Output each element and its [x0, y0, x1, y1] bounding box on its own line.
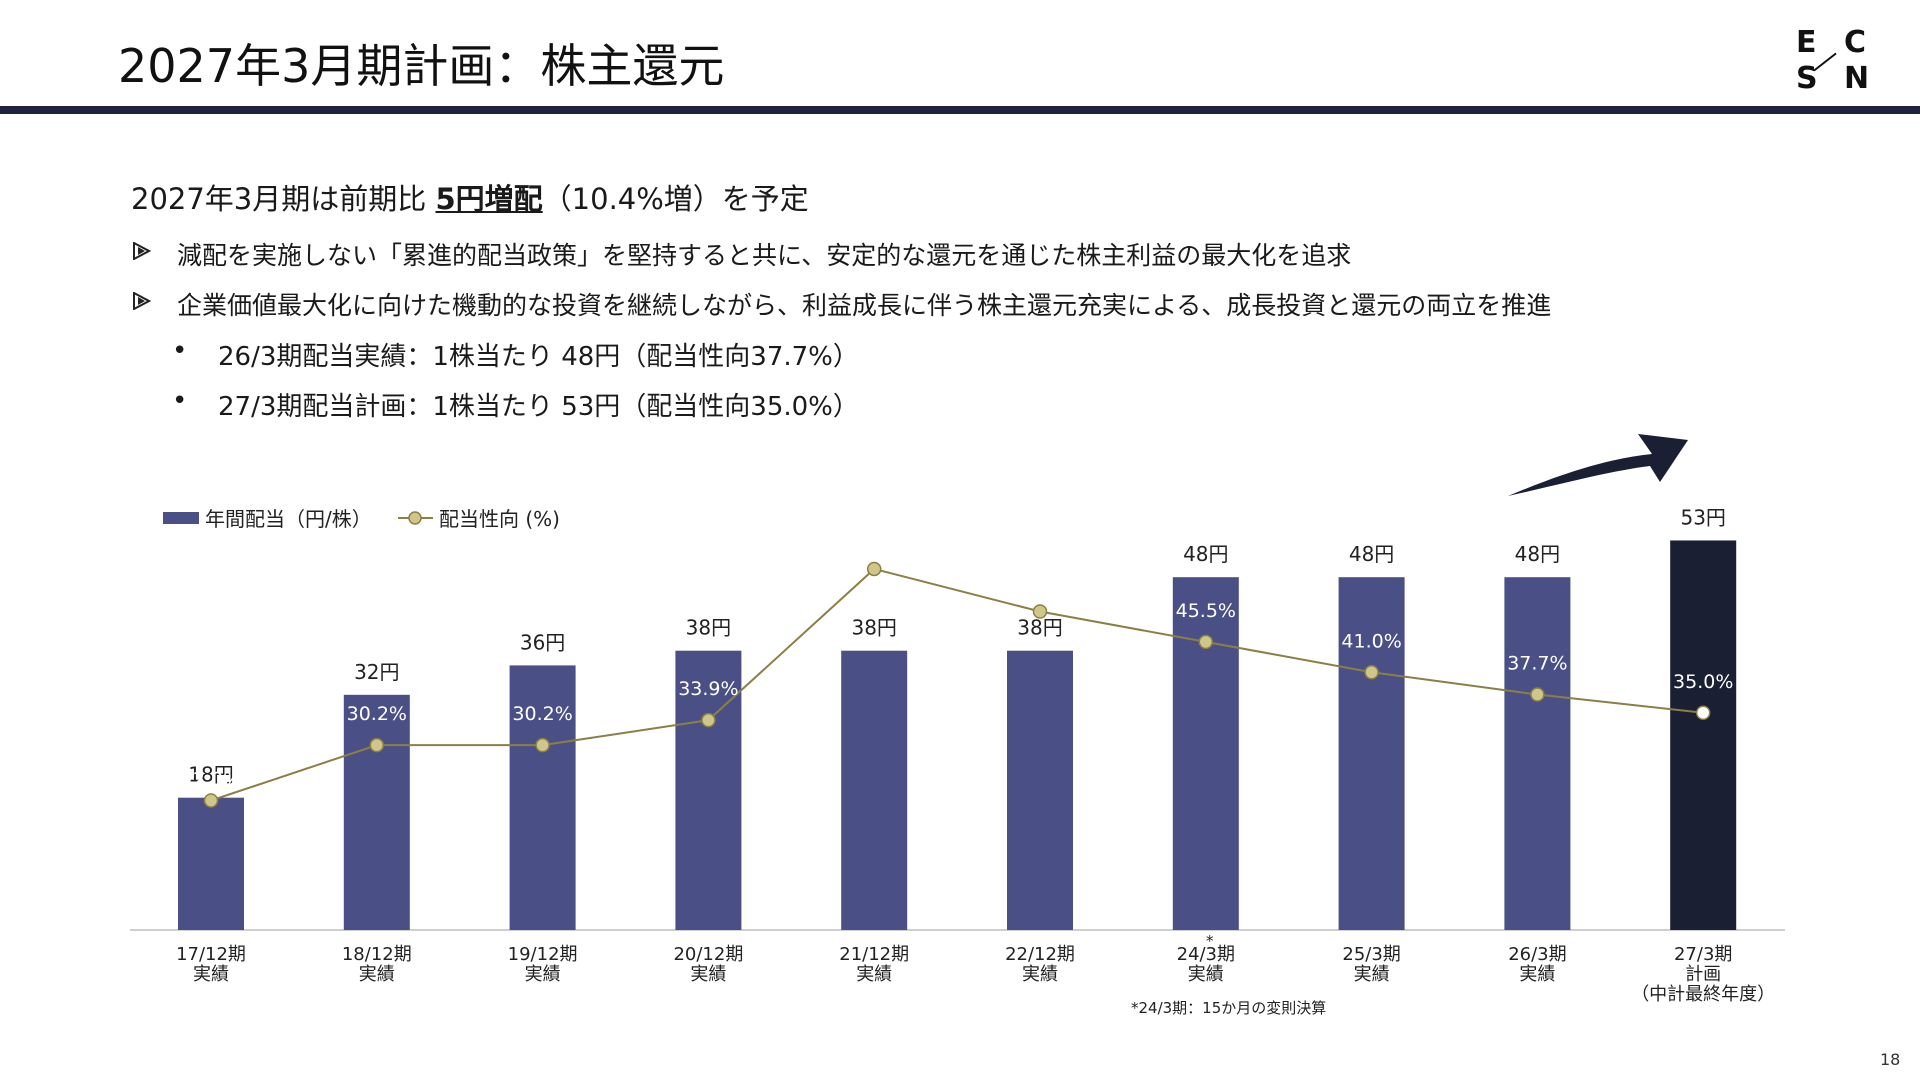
category-label: 実績	[525, 964, 561, 985]
category-label: 実績	[1519, 964, 1555, 985]
line-value-label: 33.9%	[678, 678, 738, 700]
line-point	[203, 793, 219, 808]
category-label: 26/3期	[1508, 944, 1566, 965]
category-label: 17/12期	[176, 944, 246, 965]
page-number: 18	[1880, 1050, 1901, 1069]
bar-value-label: 18円	[188, 763, 233, 787]
line-value-label: 56.3%	[844, 527, 904, 549]
bar-value-label: 48円	[1349, 542, 1394, 566]
line-point	[369, 737, 385, 753]
category-label: 実績	[1022, 964, 1058, 985]
logo-letter-n: N	[1844, 61, 1870, 96]
bar-value-label: 38円	[851, 616, 896, 640]
sub-bullet-text: 26/3期配当実績：1株当たり 48円（配当性向37.7%）	[218, 342, 859, 372]
legend-line-marker	[408, 511, 422, 525]
line-value-label: 22.0%	[181, 769, 241, 791]
summary-headline: 2027年3月期は前期比 5円増配（10.4%増）を予定	[131, 176, 809, 218]
line-point	[1695, 705, 1711, 720]
bullet-text: 企業価値最大化に向けた機動的な投資を継続しながら、利益成長に伴う株主還元充実によ…	[177, 291, 1552, 320]
bar	[1338, 577, 1405, 930]
bar	[1504, 577, 1571, 930]
line-value-label: 41.0%	[1341, 630, 1401, 652]
bar-value-label: 38円	[686, 616, 731, 640]
category-label: 20/12期	[673, 944, 743, 965]
bar	[178, 797, 244, 930]
line-value-label: 30.2%	[512, 703, 572, 725]
line-point	[535, 737, 550, 753]
category-label: （中計最終年度）	[1631, 984, 1775, 1005]
bar-value-label: 53円	[1680, 505, 1725, 529]
bar-value-label: 36円	[520, 630, 565, 654]
bar-value-label: 32円	[354, 660, 399, 684]
legend-bar-swatch	[163, 512, 199, 524]
sub-bullet-text: 27/3期配当計画：1株当たり 53円（配当性向35.0%）	[218, 392, 859, 422]
title-divider	[0, 106, 1920, 114]
chart-footnote: *24/3期：15か月の変則決算	[1131, 999, 1326, 1017]
headline-highlight: 5円増配	[435, 182, 543, 216]
bullet-dot-icon: •	[172, 386, 188, 416]
triangle-bullet-icon	[133, 242, 151, 260]
category-label: 実績	[1354, 964, 1390, 985]
category-label: 25/3期	[1342, 944, 1400, 965]
bar	[1172, 577, 1239, 930]
line-value-label: 45.5%	[1176, 600, 1236, 622]
bar	[343, 694, 410, 930]
line-point	[866, 561, 882, 577]
category-label: 実績	[1188, 964, 1224, 985]
category-label: 実績	[690, 964, 726, 985]
category-label: 実績	[856, 964, 892, 985]
line-point	[1364, 665, 1379, 680]
logo-letter-c: C	[1844, 25, 1867, 60]
payout-ratio-line	[210, 567, 1704, 802]
triangle-bullet-icon	[133, 292, 151, 310]
category-label: 27/3期	[1674, 944, 1732, 965]
bar	[1007, 650, 1073, 930]
category-label: 18/12期	[342, 944, 412, 965]
line-value-label: 30.2%	[347, 703, 407, 725]
page-title: 2027年3月期計画：株主還元	[118, 39, 725, 93]
line-point	[1032, 604, 1048, 619]
category-label: 22/12期	[1005, 944, 1075, 965]
line-value-label: 37.7%	[1507, 653, 1567, 675]
category-label: 21/12期	[839, 944, 909, 965]
asterisk-mark: *	[1206, 932, 1214, 950]
line-value-label: 50.0%	[1010, 570, 1070, 592]
bar	[509, 665, 576, 930]
category-label: 実績	[193, 964, 229, 985]
company-logo: E C S N	[1790, 26, 1870, 96]
bar-value-label: 38円	[1017, 616, 1062, 640]
legend-bar-label: 年間配当（円/株）	[205, 507, 372, 531]
category-label: 実績	[359, 964, 395, 985]
bar	[675, 650, 742, 930]
headline-lead: 2027年3月期は前期比	[131, 182, 436, 216]
logo-letter-s: S	[1796, 61, 1818, 96]
category-label: 19/12期	[508, 944, 578, 965]
bar	[841, 650, 908, 930]
line-point	[701, 712, 716, 728]
line-point	[1530, 687, 1545, 702]
bullet-text: 減配を実施しない「累進的配当政策」を堅持すると共に、安定的な還元を通じた株主利益…	[177, 241, 1352, 270]
line-value-label: 35.0%	[1673, 671, 1733, 693]
line-point	[1198, 634, 1214, 650]
headline-tail: （10.4%増）を予定	[542, 182, 809, 216]
bar	[1670, 540, 1737, 930]
bullet-dot-icon: •	[172, 336, 188, 366]
bar-value-label: 48円	[1515, 542, 1560, 566]
logo-letter-e: E	[1796, 25, 1817, 60]
legend-line-label: 配当性向 (%)	[439, 507, 560, 531]
growth-arrow-icon	[1508, 434, 1688, 496]
category-label: 24/3期	[1177, 944, 1235, 965]
bar-value-label: 48円	[1183, 542, 1228, 566]
category-label: 計画	[1685, 964, 1721, 985]
